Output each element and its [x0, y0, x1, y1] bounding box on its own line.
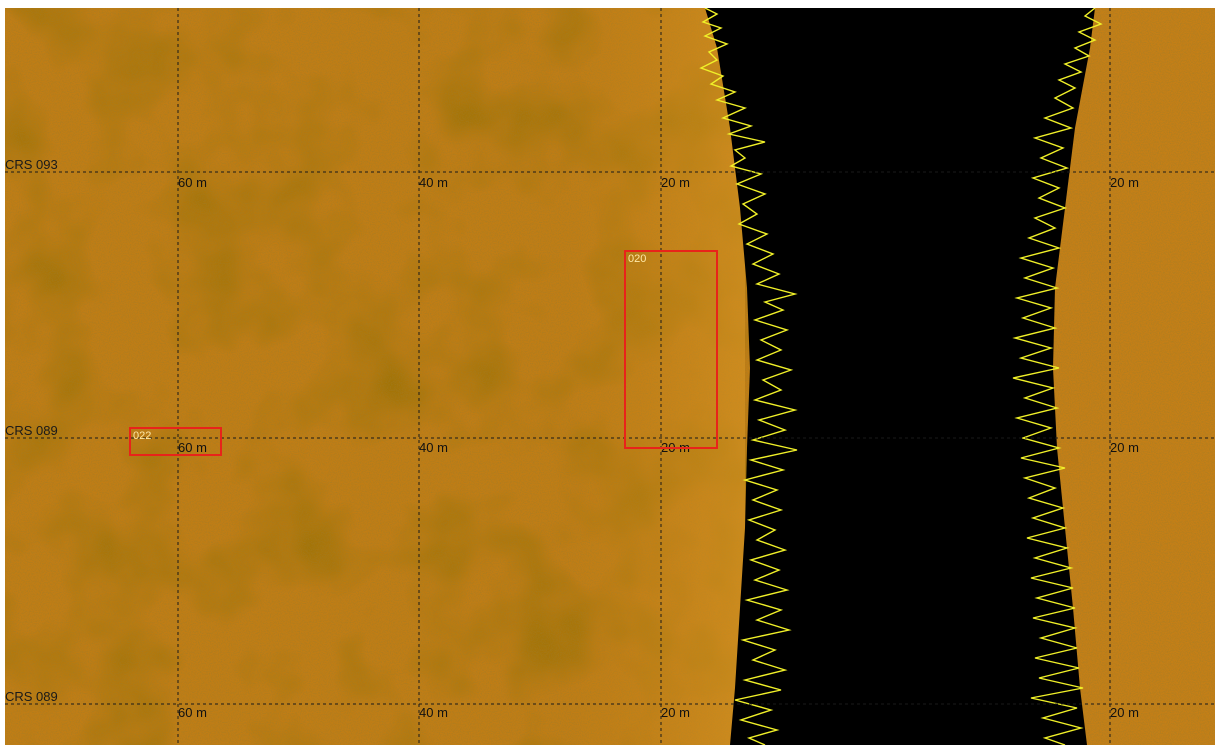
water-column	[705, 8, 1095, 745]
range-label-20m-starboard: 20 m	[1110, 175, 1139, 190]
range-label-40m: 40 m	[419, 440, 448, 455]
range-label-60m: 60 m	[178, 705, 207, 720]
track-label-crs-089: CRS 089	[5, 423, 58, 438]
target-box-020[interactable]: 020	[624, 250, 718, 449]
range-grid	[5, 8, 1215, 745]
target-id-label: 020	[628, 253, 647, 265]
track-label-crs-093: CRS 093	[5, 157, 58, 172]
range-label-60m: 60 m	[178, 440, 207, 455]
track-label-crs-089-bottom: CRS 089	[5, 689, 58, 704]
range-label-20m-starboard: 20 m	[1110, 705, 1139, 720]
range-label-40m: 40 m	[419, 175, 448, 190]
range-label-20m-port: 20 m	[661, 705, 690, 720]
bottom-trace-starboard	[1012, 8, 1103, 745]
range-label-20m-starboard: 20 m	[1110, 440, 1139, 455]
range-label-40m: 40 m	[419, 705, 448, 720]
range-label-60m: 60 m	[178, 175, 207, 190]
sonar-waterfall-image[interactable]	[5, 8, 1215, 745]
range-label-20m-port: 20 m	[661, 175, 690, 190]
target-box-022[interactable]: 022	[129, 427, 222, 456]
bottom-trace-port	[699, 8, 798, 745]
target-id-label: 022	[133, 430, 152, 442]
